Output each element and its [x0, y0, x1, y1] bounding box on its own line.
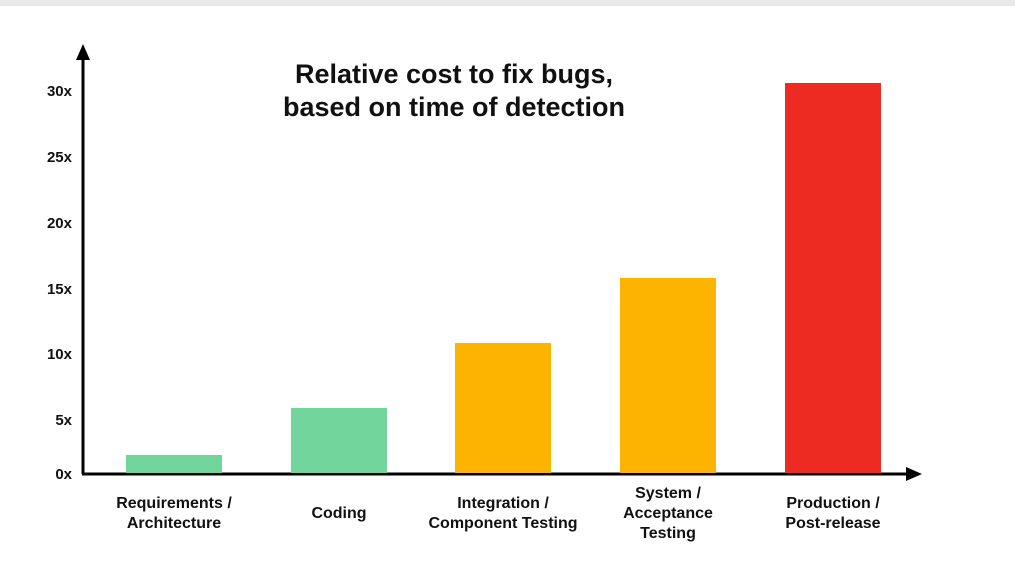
- bar-integration: [455, 343, 551, 473]
- bar-system: [620, 278, 716, 473]
- x-label-coding: Coding: [311, 505, 367, 522]
- title-line-1: Relative cost to fix bugs,: [294, 59, 614, 89]
- x-label-requirements: Requirements / Architecture: [116, 495, 232, 532]
- title-line-2: based on time of detection: [282, 92, 626, 122]
- y-tick-25: 25x: [46, 149, 72, 166]
- y-tick-15: 15x: [46, 281, 72, 298]
- top-border: [0, 0, 1015, 6]
- y-tick-30: 30x: [46, 83, 72, 100]
- bar-production: [785, 83, 881, 473]
- y-tick-5: 5x: [55, 412, 72, 429]
- bar-requirements: [126, 455, 222, 473]
- x-label-system: System / Acceptance Testing: [623, 485, 713, 542]
- y-tick-0: 0x: [55, 466, 72, 483]
- y-tick-20: 20x: [46, 215, 72, 232]
- bar-coding: [291, 408, 387, 473]
- x-label-production: Production / Post-release: [785, 495, 881, 532]
- chart-title: Relative cost to fix bugs, based on time…: [200, 58, 708, 124]
- y-tick-10: 10x: [46, 346, 72, 363]
- x-label-integration: Integration / Component Testing: [428, 495, 578, 532]
